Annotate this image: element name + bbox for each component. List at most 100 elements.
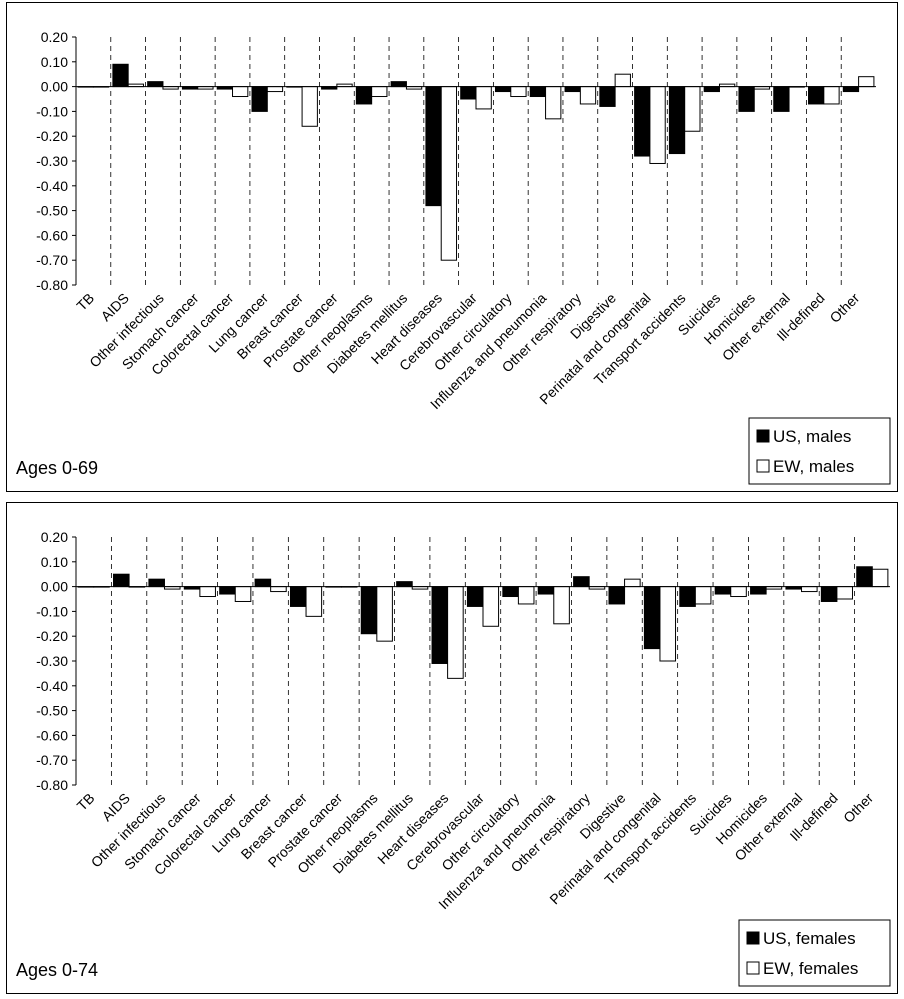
bar-us (431, 586, 449, 664)
y-tick-label: -0.80 (36, 277, 68, 293)
bar-ew (199, 586, 216, 598)
bar-ew (447, 586, 464, 679)
bar-us (773, 86, 790, 112)
bar-ew (614, 73, 631, 88)
legend-swatch-us (756, 429, 770, 443)
bar-us (808, 86, 825, 105)
legend-swatch-ew (746, 961, 760, 975)
bar-ew (801, 586, 818, 593)
y-tick-label: -0.70 (36, 752, 68, 768)
bar-ew (301, 86, 318, 127)
y-tick-label: 0.20 (41, 529, 68, 545)
age-annotation: Ages 0-69 (16, 458, 98, 478)
chart-svg-males: 0.20 0.10 0.00 -0.10 -0.20 -0.30 -0.40 -0.50 -0.… (6, 2, 898, 492)
bar-us (289, 586, 307, 607)
y-tick-label: -0.40 (36, 178, 68, 194)
bar-ew (579, 86, 597, 105)
bar-ew (305, 586, 323, 617)
bar-us (113, 573, 130, 588)
bar-ew (858, 76, 875, 88)
bar-ew (649, 86, 666, 164)
bar-ew (266, 86, 284, 93)
bar-us (750, 586, 767, 595)
bar-us (460, 86, 477, 100)
y-tick-label: -0.10 (36, 103, 68, 119)
bar-us (254, 578, 272, 588)
legend-label: EW, males (773, 457, 854, 476)
y-tick-label: -0.60 (36, 727, 68, 743)
bar-us (714, 586, 732, 595)
chart-panel-males: 0.20 0.10 0.00 -0.10 -0.20 -0.30 -0.40 -0.50 -0.… (6, 2, 898, 492)
bar-ew (545, 86, 562, 120)
bar-ew (871, 568, 889, 588)
bar-us (502, 586, 519, 598)
bar-us (147, 81, 164, 88)
chart-panel-females: 0.20 0.10 0.00 -0.10 -0.20 -0.30 -0.40 -0.50 -0.… (6, 502, 898, 994)
bar-ew (624, 578, 641, 588)
bar-us (599, 86, 616, 107)
y-tick-label: -0.80 (36, 777, 68, 793)
bar-ew (823, 86, 840, 105)
legend-swatch-ew (756, 459, 770, 473)
bar-ew (482, 586, 500, 627)
bar-us (112, 63, 129, 88)
bar-ew (475, 86, 492, 110)
bar-us (494, 86, 512, 93)
bar-us (425, 86, 442, 207)
bar-ew (270, 586, 287, 593)
bar-ew (694, 586, 712, 605)
bar-us (537, 586, 555, 595)
y-tick-label: -0.70 (36, 252, 68, 268)
y-tick-label: -0.30 (36, 153, 68, 169)
bar-ew (517, 586, 535, 605)
y-tick-label: -0.40 (36, 678, 68, 694)
bar-ew (659, 586, 677, 662)
legend-label: US, males (773, 427, 851, 446)
bar-us (148, 578, 165, 588)
bar-us (396, 581, 413, 588)
y-tick-label: -0.50 (36, 703, 68, 719)
bar-ew (234, 586, 252, 602)
bar-us (360, 586, 378, 635)
bar-us (643, 586, 661, 650)
y-tick-label: 0.00 (41, 579, 68, 595)
y-tick-label: 0.10 (41, 554, 68, 570)
bar-us (529, 86, 547, 98)
y-tick-label: 0.00 (41, 79, 68, 95)
legend-label: US, females (763, 929, 856, 948)
bar-us (703, 86, 720, 93)
bar-us (608, 586, 626, 605)
y-tick-label: -0.20 (36, 128, 68, 144)
y-tick-label: 0.20 (41, 29, 68, 45)
bar-ew (730, 586, 747, 598)
bar-ew (376, 586, 393, 642)
y-tick-label: -0.30 (36, 653, 68, 669)
bar-us (355, 86, 373, 105)
bar-us (820, 586, 838, 602)
bar-us (466, 586, 484, 607)
bar-ew (510, 86, 527, 98)
age-annotation: Ages 0-74 (16, 960, 98, 980)
bar-us (564, 86, 581, 93)
legend-label: EW, females (763, 959, 858, 978)
y-tick-label: -0.50 (36, 203, 68, 219)
bar-us (573, 576, 590, 588)
bar-us (842, 86, 860, 93)
bar-ew (836, 586, 853, 600)
bar-ew (371, 86, 388, 98)
bar-ew (440, 86, 458, 261)
chart-svg-females: 0.20 0.10 0.00 -0.10 -0.20 -0.30 -0.40 -0.50 -0.… (6, 502, 898, 994)
bar-us (668, 86, 686, 155)
y-tick-label: 0.10 (41, 54, 68, 70)
bar-ew (232, 86, 249, 98)
bar-us (856, 566, 873, 588)
bar-us (219, 586, 236, 595)
bar-us (634, 86, 651, 157)
legend-box (748, 417, 891, 485)
y-tick-label: -0.20 (36, 628, 68, 644)
legend: US, males EW, males (748, 417, 891, 485)
bar-us (738, 86, 755, 112)
bar-us (251, 86, 268, 112)
legend: US, females EW, females (738, 919, 891, 987)
y-tick-label: -0.60 (36, 227, 68, 243)
